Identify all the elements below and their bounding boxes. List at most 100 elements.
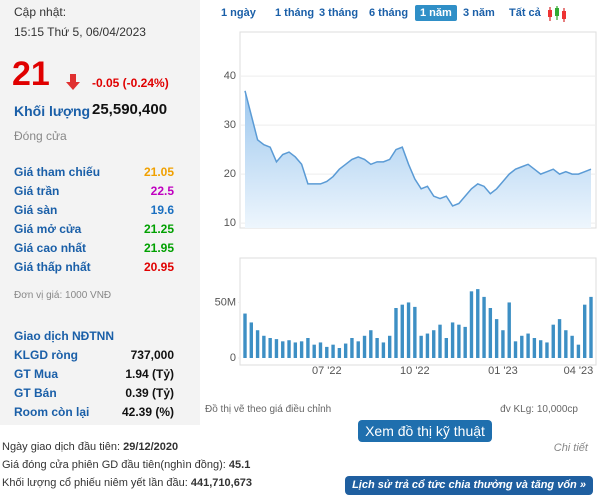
volume-bar [350, 338, 354, 358]
volume-bar [469, 291, 474, 358]
volume-bar [438, 324, 442, 358]
tab[interactable]: 6 tháng [369, 7, 409, 19]
unit-note: Đơn vị giá: 1000 VNĐ [14, 290, 112, 301]
volume-bar [425, 333, 430, 358]
tab[interactable]: 1 năm [415, 5, 457, 21]
footer-value: 441,710,673 [190, 477, 253, 489]
row-value: 42.39 (%) [121, 405, 174, 419]
row-label: Giá mở cửa [14, 222, 82, 236]
y-tick-label: 50M [215, 296, 236, 308]
row-label: Giá sàn [14, 203, 58, 217]
volume-bar [564, 330, 568, 358]
volume-bar [262, 335, 266, 358]
footer-row: Khối lượng cổ phiếu niêm yết lần đầu: 44… [2, 477, 252, 489]
row-label: Giá thấp nhất [14, 260, 91, 274]
volume-bar [538, 340, 543, 358]
volume-bar [406, 302, 411, 358]
volume-bar [318, 342, 323, 358]
volume-bar [457, 324, 461, 358]
volume-bar [274, 339, 279, 358]
volume-bar [306, 338, 310, 358]
volume-unit: đv KLg: 10,000cp [500, 404, 578, 415]
candle-icon[interactable] [546, 5, 568, 23]
tab[interactable]: 1 ngày [221, 7, 256, 19]
status: Đóng cửa [14, 129, 67, 143]
volume-bar [501, 330, 505, 358]
y-tick-label: 30 [224, 119, 236, 131]
row-value: 21.05 [143, 165, 174, 179]
row-label: KLGD ròng [14, 348, 78, 362]
x-tick-label: 07 '22 [312, 365, 342, 377]
volume-label: Khối lượng [14, 103, 91, 119]
foreign-title: Giao dịch NĐTNN [14, 329, 115, 343]
y-tick-label: 20 [224, 168, 236, 180]
volume-bar [570, 335, 574, 358]
down-arrow [66, 74, 80, 90]
volume-bar [281, 341, 285, 358]
volume-bar [526, 333, 530, 358]
volume-bar [381, 342, 386, 358]
row-value: 22.5 [150, 184, 174, 198]
row-label: GT Bán [14, 386, 57, 400]
row-value: 737,000 [130, 348, 174, 362]
updated-time: 15:15 Thứ 5, 06/04/2023 [14, 25, 146, 39]
volume-bar [343, 343, 348, 358]
tab[interactable]: Tất cả [509, 7, 541, 19]
volume-bar [400, 304, 404, 358]
footer-label: Giá đóng cửa phiên GD đầu tiên(nghìn đồn… [2, 459, 226, 471]
volume-bar [325, 346, 329, 358]
volume-bar [287, 340, 291, 358]
volume-bar [268, 338, 272, 358]
row-label: Giá cao nhất [14, 241, 87, 255]
row-label: GT Mua [14, 367, 58, 381]
footer-row: Giá đóng cửa phiên GD đầu tiên(nghìn đồn… [2, 459, 250, 471]
row-label: Room còn lại [14, 405, 90, 419]
volume-value: 25,590,400 [92, 101, 168, 118]
y-tick-label: 40 [224, 70, 236, 82]
volume-bar [463, 326, 467, 358]
technical-button[interactable]: Xem đồ thị kỹ thuật [358, 420, 492, 442]
volume-bar [356, 341, 360, 358]
volume-bar [375, 338, 379, 358]
volume-bar [583, 304, 587, 358]
x-tick-label: 10 '22 [400, 365, 430, 377]
footer-label: Ngày giao dịch đầu tiên: [2, 441, 121, 453]
volume-bar [432, 330, 436, 358]
x-tick-label: 01 '23 [488, 365, 518, 377]
volume-bar [362, 335, 367, 358]
tab[interactable]: 3 tháng [319, 7, 359, 19]
footer-value: 45.1 [228, 459, 251, 471]
row-value: 0.39 (Tỷ) [125, 386, 174, 400]
volume-bar [293, 342, 298, 358]
price-change: -0.05 (-0.24%) [92, 76, 169, 90]
row-value: 20.95 [143, 260, 174, 274]
volume-bar [337, 348, 342, 358]
y-tick-label: 10 [224, 217, 236, 229]
volume-bar [482, 296, 486, 358]
volume-bar [589, 296, 593, 358]
volume-bar [394, 308, 398, 358]
tab[interactable]: 3 năm [463, 7, 495, 19]
footer-row: Ngày giao dịch đầu tiên: 29/12/2020 [2, 441, 178, 453]
volume-bar [507, 302, 511, 358]
volume-bar [494, 319, 499, 358]
detail-link[interactable]: Chi tiết [553, 442, 588, 454]
volume-bar [551, 324, 555, 358]
volume-bar [532, 338, 537, 358]
row-value: 1.94 (Tỷ) [125, 367, 174, 381]
x-tick-label: 04 '23 [564, 365, 594, 377]
volume-bar [249, 322, 253, 358]
tab[interactable]: 1 tháng [275, 7, 315, 19]
volume-bar [450, 322, 455, 358]
adjusted-note: Đồ thị vẽ theo giá điều chỉnh [205, 404, 332, 415]
dividend-button[interactable]: Lịch sử trả cổ tức chia thưởng và tăng v… [345, 476, 593, 495]
area-fill [245, 90, 591, 228]
volume-bar [299, 341, 304, 358]
price-line [244, 90, 592, 207]
volume-bar [513, 341, 518, 358]
price: 21 [12, 55, 50, 93]
volume-bar [545, 342, 549, 358]
row-value: 19.6 [150, 203, 174, 217]
volume-bar [312, 344, 316, 358]
